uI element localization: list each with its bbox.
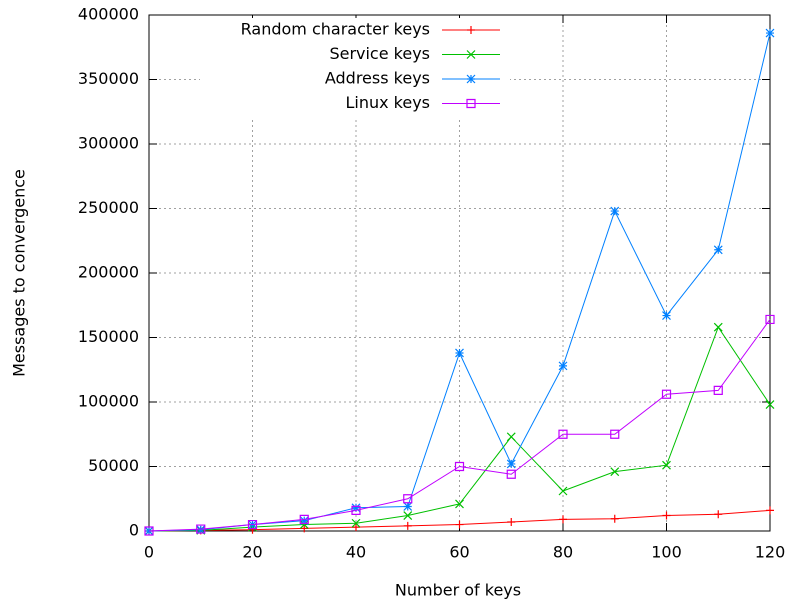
series-line [148, 319, 771, 532]
point [455, 520, 464, 529]
point [661, 389, 672, 399]
point [466, 98, 476, 109]
point [765, 314, 775, 325]
y-axis-label: Messages to convergence [10, 169, 29, 377]
point [403, 502, 413, 511]
legend-label: Service keys [329, 44, 430, 63]
point [351, 503, 361, 513]
point [662, 511, 671, 520]
x-tick-label: 60 [449, 543, 469, 562]
point [467, 26, 475, 34]
point [403, 494, 413, 504]
point [196, 524, 206, 534]
x-tick-label: 40 [346, 543, 366, 562]
point [403, 511, 413, 520]
point [558, 429, 568, 439]
x-tick-label: 80 [553, 543, 573, 562]
point [351, 518, 361, 528]
point [506, 469, 516, 479]
y-tick-label: 150000 [78, 327, 139, 346]
point [610, 514, 619, 523]
point [352, 523, 360, 532]
legend-label: Linux keys [345, 93, 430, 112]
point [662, 311, 671, 320]
point [713, 322, 723, 332]
x-axis-label: Number of keys [395, 581, 521, 600]
y-tick-label: 250000 [78, 198, 139, 217]
y-tick-label: 100000 [78, 392, 139, 411]
point [144, 526, 154, 536]
y-tick-label: 200000 [78, 263, 139, 282]
point [713, 385, 723, 395]
point [403, 521, 412, 530]
plot-frame [148, 14, 771, 532]
point [714, 510, 723, 519]
point [662, 460, 671, 470]
x-tick-label: 100 [651, 543, 682, 562]
point [507, 517, 516, 526]
point [765, 28, 775, 38]
point [466, 50, 476, 59]
point [765, 400, 775, 410]
x-tick-label: 20 [242, 543, 262, 562]
point [559, 515, 567, 524]
point [506, 432, 516, 442]
point [766, 506, 774, 515]
point [454, 461, 465, 472]
point [713, 245, 723, 255]
point [247, 519, 258, 530]
point [455, 499, 464, 509]
point [351, 505, 361, 515]
point [610, 429, 620, 439]
point [610, 467, 620, 477]
point [196, 525, 206, 535]
point [558, 361, 568, 371]
point [299, 514, 309, 524]
legend-label: Random character keys [241, 20, 430, 39]
y-tick-label: 50000 [88, 456, 139, 475]
y-tick-label: 350000 [78, 69, 139, 88]
x-tick-label: 120 [755, 543, 786, 562]
point [610, 206, 620, 216]
point [299, 516, 309, 526]
point [300, 524, 309, 533]
y-tick-label: 0 [129, 521, 139, 540]
legend-label: Address keys [325, 69, 430, 88]
point [558, 486, 568, 496]
y-tick-label: 400000 [78, 5, 139, 24]
point [455, 348, 464, 358]
point [466, 74, 476, 84]
point [506, 459, 516, 469]
x-tick-label: 0 [144, 543, 154, 562]
y-tick-label: 300000 [78, 134, 139, 153]
